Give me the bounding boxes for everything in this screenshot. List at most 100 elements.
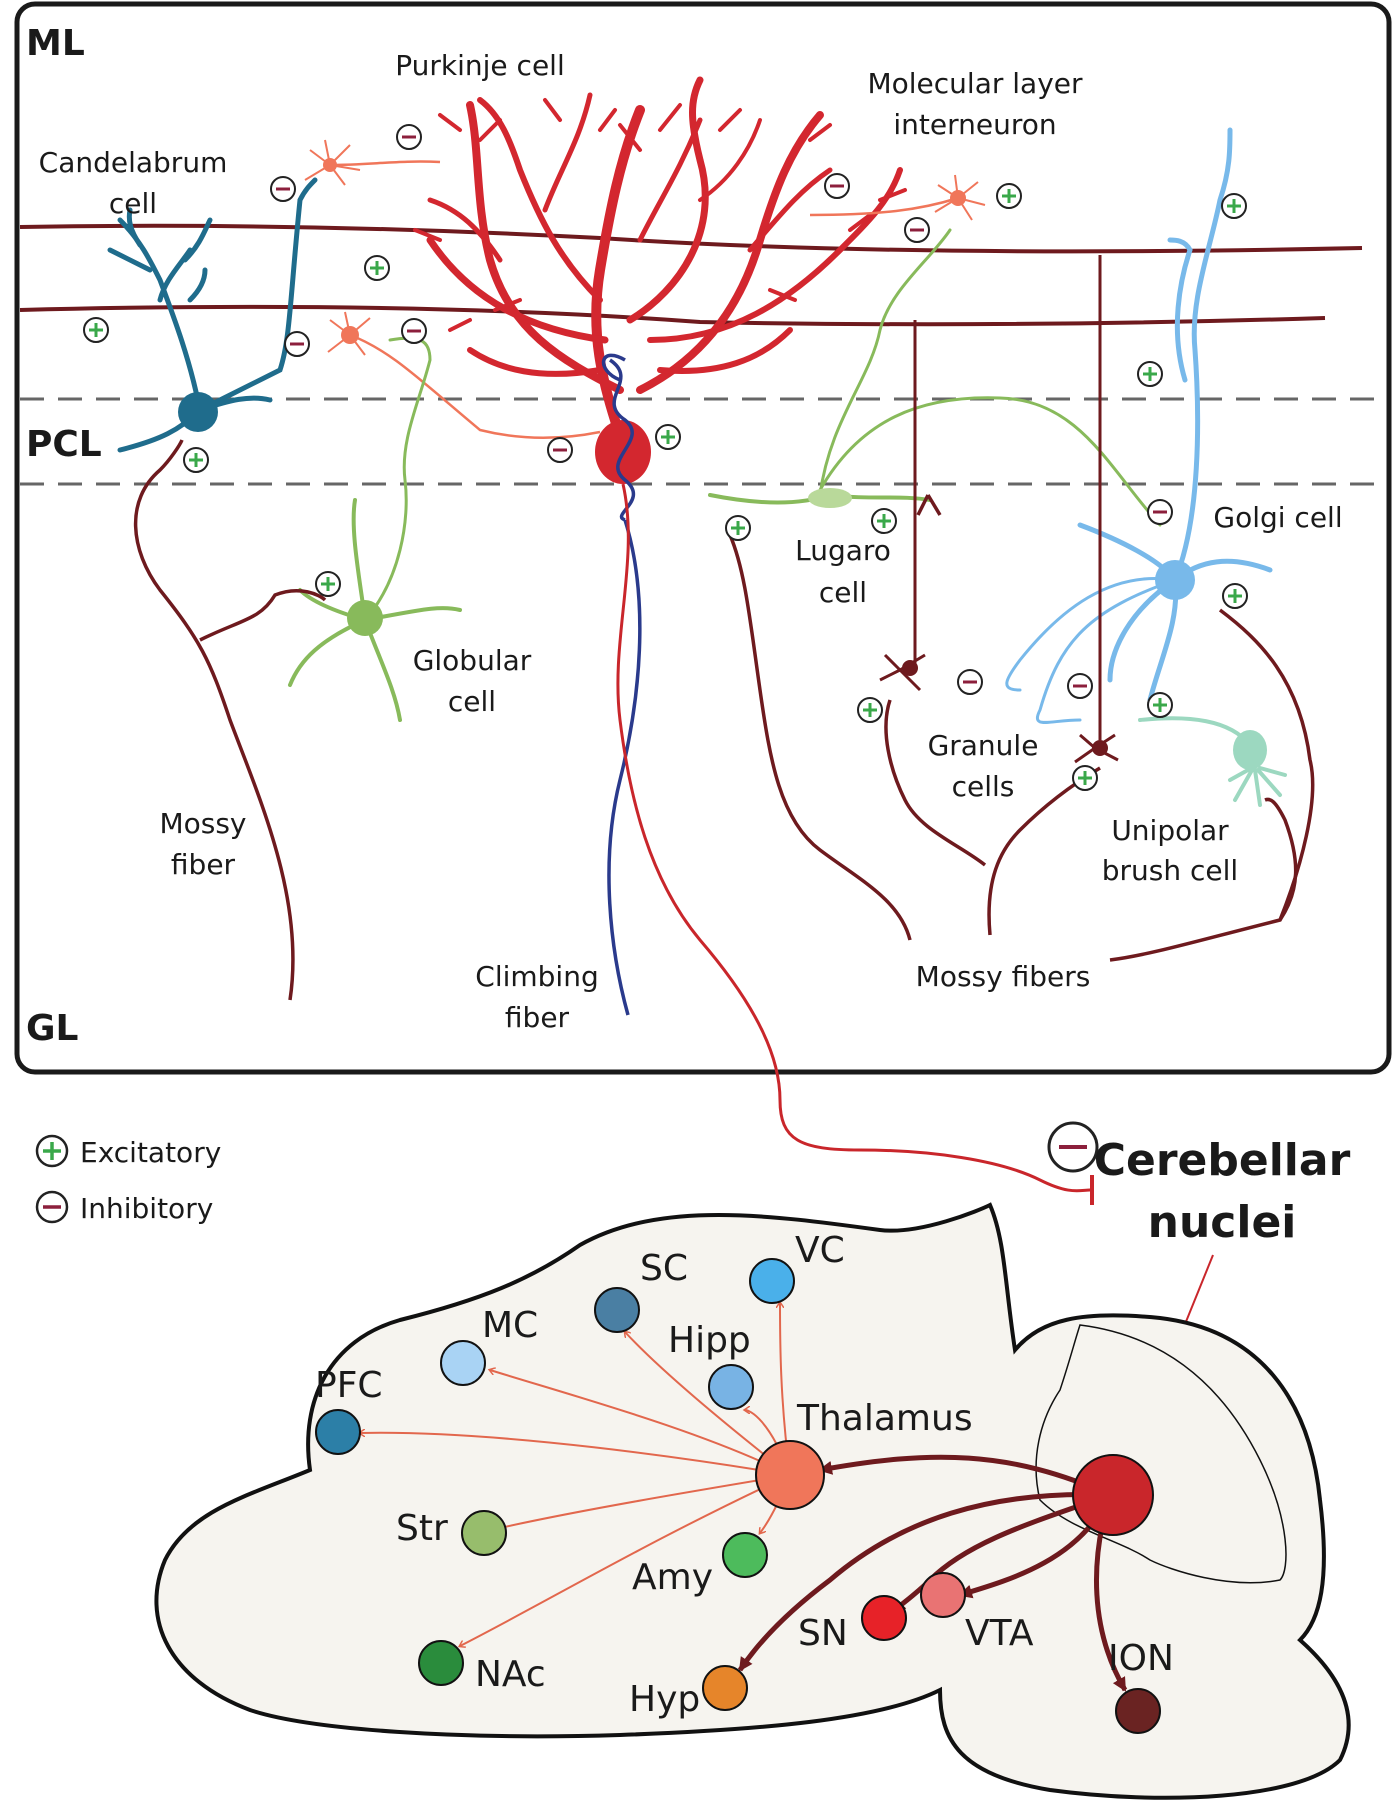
cerebellar-nuclei-title-2: nuclei (1148, 1197, 1297, 1248)
legend-inhibitory-label: Inhibitory (80, 1192, 213, 1225)
mossy-fiber-label-2: fiber (171, 848, 236, 881)
region-amy-label: Amy (632, 1557, 713, 1598)
purkinje-label: Purkinje cell (395, 49, 564, 82)
layer-ml-label: ML (26, 23, 85, 64)
climbing-fiber-label-2: fiber (505, 1001, 570, 1034)
node-mc (440, 1340, 486, 1386)
region-hyp-label: Hyp (629, 1679, 700, 1720)
candelabrum-label-2: cell (109, 187, 157, 220)
unipolar-label-2: brush cell (1102, 854, 1238, 887)
node-amy (722, 1532, 768, 1578)
inhibitory-marker (270, 176, 296, 202)
lugaro-label-2: cell (819, 576, 867, 609)
brain-region-nodes (315, 1258, 1161, 1734)
interneuron-soma-2 (341, 326, 359, 344)
unipolar-label-1: Unipolar (1111, 814, 1229, 847)
excitatory-marker (871, 508, 897, 534)
layer-pcl-label: PCL (26, 424, 102, 465)
cerebellar-nuclei-title-1: Cerebellar (1094, 1135, 1351, 1186)
node-vta (920, 1572, 966, 1618)
lugaro-label-1: Lugaro (795, 534, 891, 567)
mossy-fiber-label-1: Mossy (159, 807, 246, 840)
candelabrum-label-1: Candelabrum (39, 146, 228, 179)
interneuron-soma-1 (323, 158, 337, 172)
candelabrum-soma (178, 392, 218, 432)
golgi-cell (1005, 127, 1273, 724)
globular-label-2: cell (448, 685, 496, 718)
region-thalamus-label: Thalamus (796, 1398, 973, 1439)
inhibitory-marker (904, 217, 930, 243)
excitatory-marker (1147, 692, 1173, 718)
mouse-brain-outline (154, 1202, 1351, 1800)
granule-cells (879, 255, 1119, 764)
excitatory-marker (315, 571, 341, 597)
golgi-label: Golgi cell (1213, 501, 1342, 534)
region-nac-label: NAc (475, 1654, 546, 1695)
excitatory-marker (364, 255, 390, 281)
cn-inhibitory-icon (1047, 1121, 1099, 1173)
excitatory-marker (83, 317, 109, 343)
inhibitory-marker (547, 437, 573, 463)
region-vc-label: VC (795, 1230, 845, 1271)
globular-label-1: Globular (413, 644, 532, 677)
region-vta-label: VTA (965, 1613, 1034, 1654)
excitatory-marker (857, 697, 883, 723)
legend-excitatory-icon (35, 1134, 69, 1168)
excitatory-marker (1072, 765, 1098, 791)
node-hyp (702, 1665, 748, 1711)
excitatory-marker (996, 183, 1022, 209)
node-cn (1072, 1454, 1154, 1536)
parallel-fibers (19, 223, 1363, 327)
molecular-label-2: interneuron (893, 108, 1056, 141)
granule-soma-2 (1092, 740, 1108, 756)
node-nac (418, 1640, 464, 1686)
layer-gl-label: GL (26, 1008, 79, 1049)
node-sn (861, 1595, 907, 1641)
node-ion (1115, 1688, 1161, 1734)
inhibitory-marker (401, 318, 427, 344)
legend-excitatory-label: Excitatory (80, 1136, 221, 1169)
excitatory-marker (183, 447, 209, 473)
granule-label-2: cells (952, 770, 1015, 803)
region-sc-label: SC (640, 1248, 688, 1289)
node-sc (594, 1287, 640, 1333)
region-hipp-label: Hipp (668, 1320, 751, 1361)
granule-label-1: Granule (928, 729, 1039, 762)
region-pfc-label: PFC (315, 1365, 383, 1406)
mossy-fibers-label: Mossy fibers (916, 960, 1091, 993)
climbing-fiber-label-1: Climbing (475, 960, 598, 993)
node-thalamus (755, 1440, 825, 1510)
climbing-fiber (602, 353, 642, 1016)
excitatory-marker (1222, 583, 1248, 609)
purkinje-cell (413, 76, 907, 455)
legend: Excitatory Inhibitory (35, 1134, 221, 1225)
region-str-label: Str (396, 1508, 448, 1549)
lugaro-soma (808, 488, 852, 508)
mossy-fibers (133, 439, 1315, 1001)
excitatory-marker (655, 424, 681, 450)
node-hipp (708, 1364, 754, 1410)
inhibitory-marker (1147, 499, 1173, 525)
inhibitory-marker (396, 124, 422, 150)
globular-soma (347, 600, 383, 636)
region-ion-label: ION (1108, 1638, 1174, 1679)
region-sn-label: SN (798, 1613, 848, 1654)
inhibitory-marker (284, 331, 310, 357)
node-pfc (315, 1409, 361, 1455)
inhibitory-marker (824, 173, 850, 199)
excitatory-marker (725, 515, 751, 541)
region-mc-label: MC (482, 1305, 538, 1346)
molecular-label-1: Molecular layer (867, 67, 1083, 100)
excitatory-marker (1137, 361, 1163, 387)
golgi-soma (1155, 560, 1195, 600)
cerebellum-outline (1035, 1324, 1287, 1584)
inhibitory-marker (1067, 673, 1093, 699)
purkinje-axon (616, 483, 1091, 1193)
interneuron-soma-3 (950, 190, 966, 206)
synapse-markers (83, 124, 1248, 791)
inhibitory-marker (957, 669, 983, 695)
node-str (461, 1510, 507, 1556)
unipolar-soma (1233, 730, 1267, 770)
globular-cell (288, 336, 462, 722)
granule-soma-1 (902, 660, 918, 676)
